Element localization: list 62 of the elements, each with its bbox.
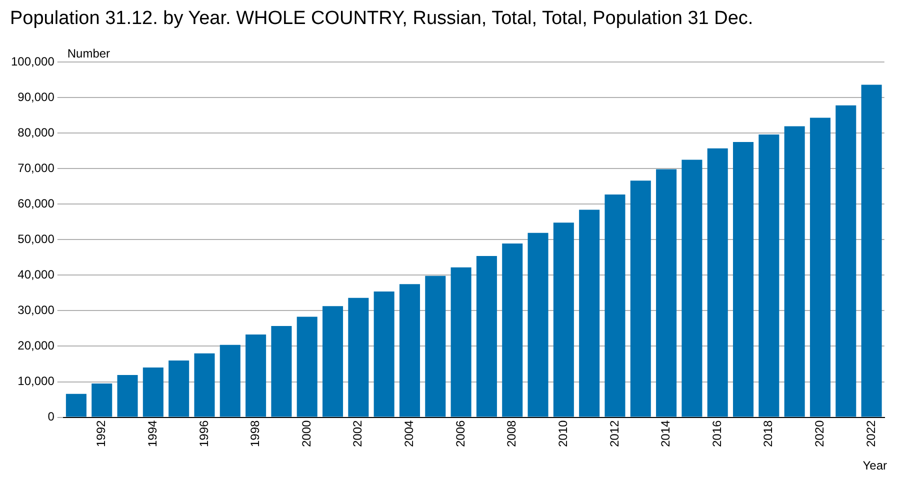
- bar: [117, 375, 138, 417]
- x-axis-title: Year: [862, 458, 887, 472]
- y-tick-label: 10,000: [18, 374, 55, 388]
- bar: [682, 160, 702, 417]
- bar: [502, 244, 523, 417]
- y-tick-label: 30,000: [18, 303, 55, 318]
- x-tick-label: 2016: [710, 420, 724, 448]
- bar: [630, 180, 651, 417]
- y-tick-label: 70,000: [18, 160, 55, 175]
- x-tick-label: 2002: [350, 420, 365, 448]
- bar: [604, 194, 626, 417]
- y-tick-label: 100,000: [10, 54, 55, 68]
- y-tick-label: 20,000: [18, 338, 55, 353]
- x-tick-label: 2000: [299, 420, 314, 448]
- bar: [528, 232, 548, 417]
- bar: [374, 292, 394, 417]
- x-tick-label: 2012: [607, 420, 622, 448]
- bar: [425, 276, 446, 417]
- x-tick-label: 2010: [556, 420, 570, 448]
- x-tick-label: 2020: [812, 420, 827, 448]
- bar: [450, 267, 472, 417]
- bar: [476, 256, 497, 417]
- x-tick-label: 1996: [196, 420, 211, 448]
- x-tick-label: 2022: [864, 420, 878, 448]
- bar: [246, 334, 266, 417]
- bar: [707, 148, 728, 417]
- chart-title: Population 31.12. by Year. WHOLE COUNTRY, Russian, Total, Total, Population 31 Dec.: [10, 8, 754, 30]
- bar: [220, 344, 240, 417]
- bar: [861, 84, 882, 417]
- bar: [399, 284, 420, 417]
- bar: [296, 316, 318, 417]
- x-tick-label: 2018: [761, 420, 776, 448]
- bar: [168, 360, 190, 417]
- bar: [348, 298, 369, 417]
- bar: [553, 222, 574, 417]
- y-tick-label: 90,000: [18, 90, 55, 104]
- bar: [656, 169, 677, 417]
- x-tick-label: 2006: [453, 420, 468, 448]
- bar: [579, 210, 600, 417]
- y-tick-label: 0: [48, 410, 55, 424]
- x-tick-label: 1998: [248, 420, 262, 448]
- y-tick-label: 40,000: [18, 267, 55, 282]
- bar: [271, 326, 292, 417]
- y-axis-title: Number: [67, 46, 110, 60]
- bar: [758, 134, 780, 417]
- bar: [810, 118, 830, 417]
- x-tick-label: 2014: [658, 420, 673, 448]
- x-tick-label: 1994: [145, 420, 160, 448]
- bar: [92, 384, 112, 417]
- x-tick-label: 2008: [504, 420, 519, 448]
- y-tick-label: 50,000: [18, 232, 55, 246]
- bar: [784, 126, 805, 417]
- x-tick-label: 2004: [402, 420, 416, 448]
- bar: [66, 394, 86, 417]
- y-tick-label: 80,000: [18, 125, 55, 140]
- bar: [836, 105, 856, 417]
- x-tick-label: 1992: [94, 420, 108, 448]
- bar: [194, 353, 215, 417]
- y-tick-label: 60,000: [18, 196, 55, 210]
- bar: [142, 368, 164, 417]
- bar: [732, 142, 754, 417]
- bar: [322, 306, 344, 417]
